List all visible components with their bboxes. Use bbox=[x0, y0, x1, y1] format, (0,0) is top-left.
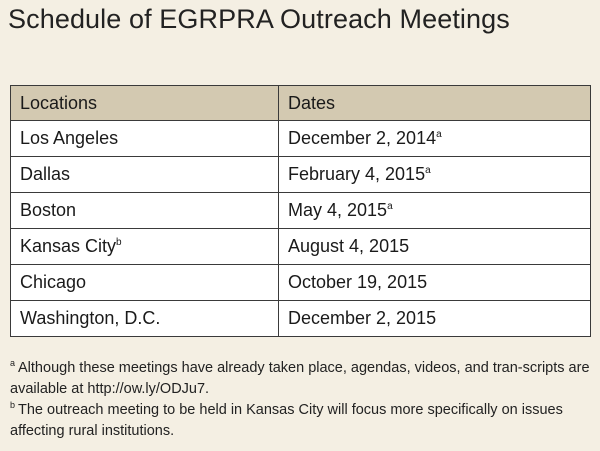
location-text: Chicago bbox=[20, 272, 87, 292]
footnote-b: b The outreach meeting to be held in Kans… bbox=[10, 400, 592, 442]
location-cell: Washington, D.C. bbox=[10, 300, 279, 337]
date-cell: February 4, 2015a bbox=[278, 156, 591, 193]
location-text: Kansas City bbox=[20, 236, 117, 256]
date-text: February 4, 2015 bbox=[288, 164, 426, 184]
date-cell: August 4, 2015 bbox=[278, 228, 591, 265]
date-cell: December 2, 2014a bbox=[278, 120, 591, 157]
location-cell: Dallas bbox=[10, 156, 279, 193]
table-row: Kansas Cityb August 4, 2015 bbox=[10, 228, 591, 265]
column-header-dates: Dates bbox=[278, 85, 591, 121]
location-cell: Boston bbox=[10, 192, 279, 229]
date-cell: May 4, 2015a bbox=[278, 192, 591, 229]
location-text: Boston bbox=[20, 200, 77, 220]
table-row: Boston May 4, 2015a bbox=[10, 192, 591, 229]
table-row: Los Angeles December 2, 2014a bbox=[10, 120, 591, 157]
location-cell: Kansas Cityb bbox=[10, 228, 279, 265]
column-header-locations: Locations bbox=[10, 85, 279, 121]
date-text: December 2, 2014 bbox=[288, 128, 437, 148]
footnote-mark: a bbox=[436, 129, 442, 140]
table-header-row: Locations Dates bbox=[10, 85, 591, 121]
schedule-table: Locations Dates Los Angeles December 2, … bbox=[10, 85, 591, 337]
location-text: Los Angeles bbox=[20, 128, 119, 148]
footnote-mark: a bbox=[10, 358, 16, 369]
location-cell: Los Angeles bbox=[10, 120, 279, 157]
footnote-mark: a bbox=[425, 165, 431, 176]
page-title: Schedule of EGRPRA Outreach Meetings bbox=[8, 4, 510, 34]
footnote-mark: a bbox=[387, 201, 393, 212]
date-text: October 19, 2015 bbox=[288, 272, 428, 292]
footnote-mark: b bbox=[10, 400, 16, 411]
table-row: Dallas February 4, 2015a bbox=[10, 156, 591, 193]
footnotes: a Although these meetings have already ta… bbox=[10, 358, 592, 442]
location-text: Washington, D.C. bbox=[20, 308, 161, 328]
table-row: Washington, D.C. December 2, 2015 bbox=[10, 300, 591, 337]
date-text: August 4, 2015 bbox=[288, 236, 410, 256]
location-cell: Chicago bbox=[10, 264, 279, 301]
date-text: May 4, 2015 bbox=[288, 200, 388, 220]
footnote-text: Although these meetings have already tak… bbox=[10, 360, 590, 397]
date-cell: December 2, 2015 bbox=[278, 300, 591, 337]
footnote-a: a Although these meetings have already ta… bbox=[10, 358, 592, 400]
footnote-text: The outreach meeting to be held in Kansa… bbox=[10, 402, 563, 439]
footnote-mark: b bbox=[116, 237, 122, 248]
date-text: December 2, 2015 bbox=[288, 308, 437, 328]
date-cell: October 19, 2015 bbox=[278, 264, 591, 301]
table-row: Chicago October 19, 2015 bbox=[10, 264, 591, 301]
location-text: Dallas bbox=[20, 164, 71, 184]
